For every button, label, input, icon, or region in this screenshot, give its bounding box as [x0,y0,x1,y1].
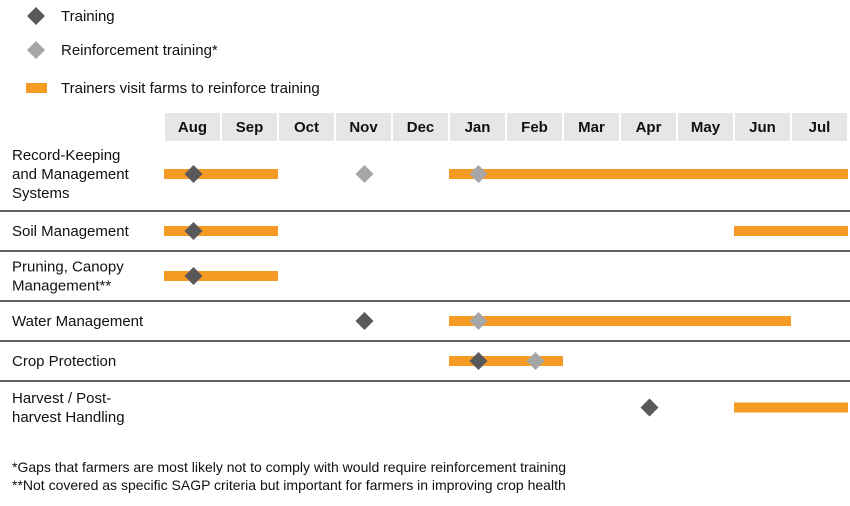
reinforcement-diamond [355,165,374,183]
month-label: Apr [636,119,662,136]
schedule-row: Water Management [0,312,850,342]
month-header-cell [621,113,676,141]
month-label: May [691,119,721,136]
month-label: Aug [178,119,207,136]
training-diamond [355,312,374,330]
month-header-cell [279,113,334,141]
trainer-visit-bar [164,226,278,236]
row-label: harvest Handling [12,409,125,426]
footnote-reinforcement: *Gaps that farmers are most likely not t… [12,459,567,475]
schedule-row: Soil Management [0,222,850,252]
trainer-visit-bar [449,356,563,366]
schedule-row: Crop Protection [0,352,850,382]
legend: Training Reinforcement training* Trainers … [26,7,320,97]
training-diamond [184,222,203,240]
month-label: Jan [465,119,491,136]
month-header: Aug Sep Oct Nov Dec Jan Feb Mar Apr May Jun Jul [165,113,847,141]
reinforcement-diamond [469,165,488,183]
reinforcement-diamond [469,312,488,330]
training-legend-diamond [27,7,45,25]
month-label: Sep [236,119,264,136]
month-header-cell [792,113,847,141]
footnotes: *Gaps that farmers are most likely not t… [12,458,566,494]
month-header-cell [735,113,790,141]
month-header-cell [507,113,562,141]
schedule-rows: Record-Keeping and Management Systems Soil … [0,147,850,426]
month-label: Jul [809,119,831,136]
trainer-visit-bar [164,271,278,281]
row-label: Water Management [12,313,144,330]
trainer-visit-bar [734,226,848,236]
month-label: Feb [521,119,548,136]
trainer-visit-bar [449,169,848,179]
row-label: Record-Keeping [12,147,120,164]
row-label: and Management [12,166,130,183]
row-label: Management** [12,278,111,295]
schedule-row: Pruning, Canopy Management** [0,259,850,302]
training-diamond [469,352,488,370]
trainer-visit-bar [164,169,278,179]
month-header-cell [564,113,619,141]
row-label: Pruning, Canopy [12,259,124,276]
reinforcement-diamond [526,352,545,370]
training-diamond [184,165,203,183]
row-label: Crop Protection [12,353,116,370]
legend-label: Trainers visit farms to reinforce traini… [61,80,320,97]
month-label: Oct [294,119,319,136]
schedule-row: Record-Keeping and Management Systems [0,147,850,212]
month-header-cell [222,113,277,141]
month-header-cell [393,113,448,141]
reinforcement-legend-diamond [27,41,45,59]
month-header-cell [450,113,505,141]
legend-label: Reinforcement training* [61,42,218,59]
training-diamond [184,267,203,285]
month-header-cell [165,113,220,141]
month-header-cell [336,113,391,141]
month-header-cell [678,113,733,141]
month-label: Mar [578,119,605,136]
footnote-sagp: **Not covered as specific SAGP criteria … [12,477,566,493]
month-label: Jun [749,119,776,136]
trainer-visit-bar [449,316,791,326]
legend-label: Training [61,8,115,25]
trainer-visit-legend-bar [26,83,47,93]
month-label: Dec [407,119,435,136]
schedule-row: Harvest / Post-harvest Handling [12,390,848,426]
month-label: Nov [349,119,378,136]
row-label: Soil Management [12,223,130,240]
training-diamond [640,398,659,417]
trainer-visit-bar [734,402,848,413]
row-label: Systems [12,185,70,202]
row-label: Harvest / Post- [12,390,111,407]
